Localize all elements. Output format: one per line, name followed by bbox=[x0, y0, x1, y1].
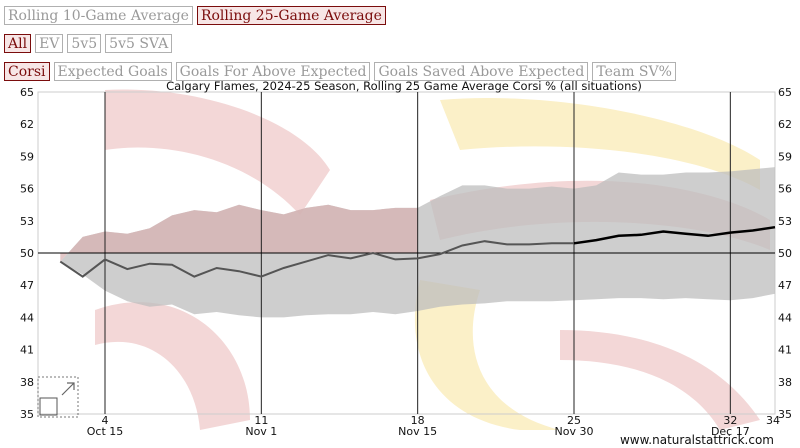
date-label-32: Dec 17 bbox=[711, 425, 750, 438]
zoom-small-square-icon bbox=[39, 397, 58, 416]
x-tick-18: 18 bbox=[411, 414, 425, 427]
situation-ev-button[interactable]: EV bbox=[35, 34, 64, 53]
chart-title: Calgary Flames, 2024-25 Season, Rolling … bbox=[166, 80, 642, 93]
metric-gsax-button[interactable]: Goals Saved Above Expected bbox=[374, 62, 589, 81]
zoom-box[interactable] bbox=[37, 376, 79, 418]
corsi-line bbox=[59, 225, 776, 278]
expand-arrow-icon bbox=[61, 382, 75, 396]
rolling-10-game-button[interactable]: Rolling 10-Game Average bbox=[4, 6, 193, 25]
y-tick-right-65: 65 bbox=[778, 86, 792, 99]
x-tick-4: 4 bbox=[102, 414, 109, 427]
date-label-25: Nov 30 bbox=[555, 425, 594, 438]
y-tick-left-47: 47 bbox=[20, 279, 34, 292]
corsi-line-recent bbox=[573, 225, 776, 245]
situation-all-button[interactable]: All bbox=[4, 34, 32, 53]
rolling-window-toggle: Rolling 10-Game Average Rolling 25-Game … bbox=[4, 6, 386, 25]
y-tick-right-50: 50 bbox=[778, 247, 792, 260]
metric-expected-goals-button[interactable]: Expected Goals bbox=[53, 62, 172, 81]
y-tick-left-35: 35 bbox=[20, 408, 34, 421]
x-tick-25: 25 bbox=[567, 414, 581, 427]
y-tick-right-56: 56 bbox=[778, 183, 792, 196]
situation-5v5-sva-button[interactable]: 5v5 SVA bbox=[105, 34, 173, 53]
y-tick-right-38: 38 bbox=[778, 376, 792, 389]
y-tick-left-41: 41 bbox=[20, 344, 34, 357]
y-tick-left-65: 65 bbox=[20, 86, 34, 99]
rolling-corsi-chart: 35 35 38 38 41 41 44 44 47 47 50 50 53 53 56 56 59 59 62 62… bbox=[20, 80, 792, 447]
range-band-upper-highlight bbox=[60, 204, 418, 262]
y-tick-right-47: 47 bbox=[778, 279, 792, 292]
x-tick-34: 34 bbox=[766, 414, 780, 427]
y-tick-right-53: 53 bbox=[778, 215, 792, 228]
y-tick-left-44: 44 bbox=[20, 311, 34, 324]
y-tick-right-35: 35 bbox=[778, 408, 792, 421]
y-tick-left-50: 50 bbox=[20, 247, 34, 260]
zoom-toggle[interactable] bbox=[37, 376, 79, 418]
metric-toggle: Corsi Expected Goals Goals For Above Exp… bbox=[4, 62, 676, 81]
metric-gfax-button[interactable]: Goals For Above Expected bbox=[175, 62, 371, 81]
y-tick-left-59: 59 bbox=[20, 150, 34, 163]
situation-5v5-button[interactable]: 5v5 bbox=[67, 34, 102, 53]
y-tick-left-56: 56 bbox=[20, 183, 34, 196]
axes: 35 35 38 38 41 41 44 44 47 47 50 50 53 53 56 56 59 59 62 62… bbox=[20, 86, 792, 438]
y-tick-left-53: 53 bbox=[20, 215, 34, 228]
metric-corsi-button[interactable]: Corsi bbox=[4, 62, 50, 81]
watermark-text: www.naturalstattrick.com bbox=[620, 433, 774, 447]
x-tick-11: 11 bbox=[254, 414, 268, 427]
y-tick-left-62: 62 bbox=[20, 118, 34, 131]
metric-team-sv-button[interactable]: Team SV% bbox=[592, 62, 676, 81]
date-label-18: Nov 15 bbox=[398, 425, 437, 438]
y-tick-left-38: 38 bbox=[20, 376, 34, 389]
date-label-11: Nov 1 bbox=[245, 425, 277, 438]
gridlines bbox=[38, 92, 775, 414]
y-tick-right-41: 41 bbox=[778, 344, 792, 357]
x-tick-32: 32 bbox=[723, 414, 737, 427]
date-label-4: Oct 15 bbox=[87, 425, 124, 438]
situation-toggle: All EV 5v5 5v5 SVA bbox=[4, 34, 173, 53]
corsi-line-early bbox=[59, 240, 574, 278]
y-tick-right-59: 59 bbox=[778, 150, 792, 163]
rolling-25-game-button[interactable]: Rolling 25-Game Average bbox=[196, 6, 386, 25]
y-tick-right-44: 44 bbox=[778, 311, 792, 324]
y-tick-right-62: 62 bbox=[778, 118, 792, 131]
